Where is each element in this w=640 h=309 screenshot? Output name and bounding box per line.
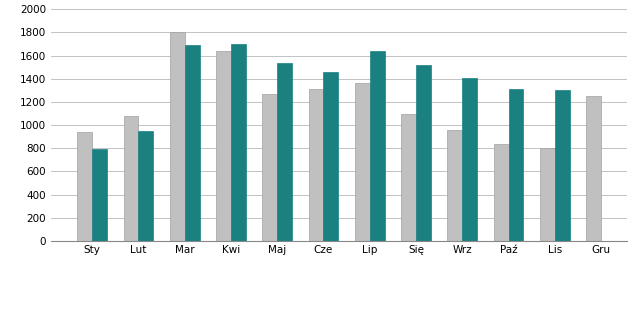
Bar [493, 144, 509, 241]
Bar [216, 51, 231, 241]
Legend: 2010, 2011: 2010, 2011 [287, 305, 392, 309]
Bar [77, 132, 92, 241]
Bar [92, 150, 107, 241]
Bar [308, 89, 323, 241]
Bar [323, 72, 339, 241]
Bar [416, 65, 431, 241]
Bar [277, 62, 292, 241]
Bar [170, 32, 185, 241]
Bar [540, 148, 555, 241]
Bar [355, 83, 370, 241]
Bar [555, 90, 570, 241]
Bar [138, 131, 153, 241]
Bar [185, 45, 200, 241]
Bar [586, 96, 601, 241]
Bar [401, 113, 416, 241]
Bar [447, 130, 462, 241]
Bar [262, 94, 277, 241]
Bar [462, 78, 477, 241]
Bar [231, 44, 246, 241]
Bar [370, 51, 385, 241]
Bar [509, 89, 524, 241]
Bar [124, 116, 138, 241]
